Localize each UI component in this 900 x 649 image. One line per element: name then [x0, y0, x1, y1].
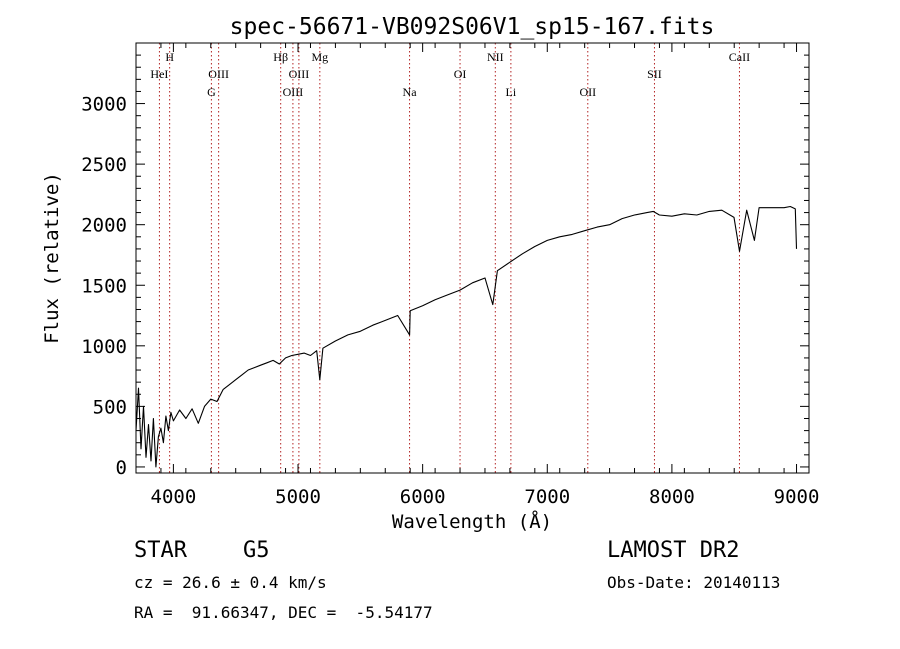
spectral-line-label: SII: [647, 67, 662, 81]
y-tick-label: 3000: [81, 94, 127, 116]
y-tick-label: 1500: [81, 275, 127, 297]
spectral-line-label: Mg: [311, 50, 328, 64]
spectral-line-label: G: [207, 85, 216, 99]
x-axis-label: Wavelength (Å): [392, 510, 552, 533]
spectral-line-label: Na: [403, 85, 418, 99]
spectral-line-label: OIII: [208, 67, 229, 81]
spectral-line-label: HeI: [150, 67, 168, 81]
y-axis-label: Flux (relative): [41, 172, 63, 344]
y-tick-label: 1000: [81, 336, 127, 358]
x-tick-label: 9000: [774, 486, 820, 508]
chart-title: spec-56671-VB092S06V1_sp15-167.fits: [230, 14, 715, 40]
axes: 4000 5000 6000 7000 8000 9000 0 500 1000 1500 2000…: [81, 43, 819, 508]
coordinates: RA = 91.66347, DEC = -5.54177: [134, 603, 433, 622]
x-tick-label: 8000: [649, 486, 695, 508]
spectral-line-label: CaII: [729, 50, 750, 64]
spectral-line-label: OI: [454, 67, 467, 81]
x-tick-label: 6000: [400, 486, 446, 508]
spectral-line-label: Li: [506, 85, 517, 99]
survey-name: LAMOST DR2: [607, 538, 740, 563]
spectral-line-label: OIII: [289, 67, 310, 81]
x-tick-label: 5000: [275, 486, 321, 508]
y-tick-label: 0: [116, 457, 127, 479]
spectral-line-label: OIII: [283, 85, 304, 99]
x-tick-label: 4000: [151, 486, 197, 508]
x-tick-label: 7000: [524, 486, 570, 508]
spectral-line-label: NII: [487, 50, 504, 64]
obs-date: Obs-Date: 20140113: [607, 573, 781, 592]
spectral-line-label: OII: [579, 85, 596, 99]
plot-frame: [135, 42, 810, 474]
spectrum-line: [135, 205, 798, 468]
y-tick-label: 2000: [81, 215, 127, 237]
subclass: G5: [243, 538, 270, 563]
object-class: STAR: [134, 538, 187, 563]
spectral-line-label: H: [165, 50, 174, 64]
redshift-text: cz = 26.6 ± 0.4 km/s: [134, 573, 327, 592]
y-tick-label: 500: [93, 396, 127, 418]
spectral-line-label: Hβ: [273, 50, 288, 64]
y-tick-label: 2500: [81, 154, 127, 176]
spectrum-series: [135, 205, 798, 468]
